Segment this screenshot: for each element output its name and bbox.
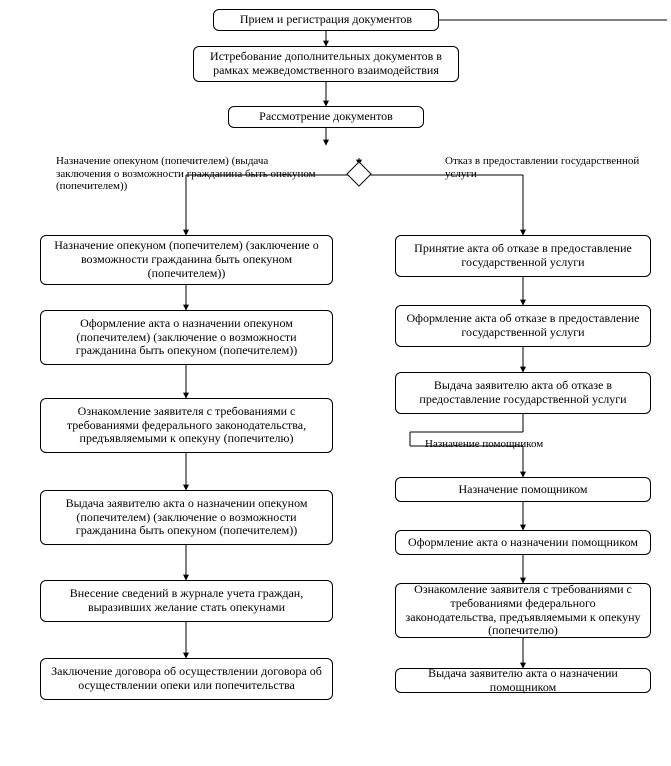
- flow-node: Оформление акта о назначении помощником: [395, 530, 651, 555]
- flow-node: Оформление акта о назначении опекуном (п…: [40, 310, 333, 365]
- flow-node: Выдача заявителю акта о назначении опеку…: [40, 490, 333, 545]
- flowchart-canvas: Прием и регистрация документов Истребован…: [0, 0, 671, 766]
- flow-node: Оформление акта об отказе в предоставлен…: [395, 305, 651, 347]
- flow-node: Заключение договора об осуществлении дог…: [40, 658, 333, 700]
- flow-node: Принятие акта об отказе в предоставление…: [395, 235, 651, 277]
- branch-label: Отказ в предоставлении государственной у…: [445, 155, 670, 171]
- flow-node: Ознакомление заявителя с требованиями с …: [40, 398, 333, 453]
- flow-node: Прием и регистрация документов: [213, 9, 439, 31]
- flow-node: Истребование дополнительных документов в…: [193, 46, 459, 82]
- branch-label: Назначение помощником: [425, 438, 605, 454]
- flow-node: Назначение опекуном (попечителем) (заклю…: [40, 235, 333, 285]
- flow-node: Выдача заявителю акта о назначении помощ…: [395, 668, 651, 693]
- flow-node: Ознакомление заявителя с требованиями с …: [395, 583, 651, 638]
- flow-node: Рассмотрение документов: [228, 106, 424, 128]
- branch-label: Назначение опекуном (попечителем) (выдач…: [56, 155, 326, 200]
- flow-node: Внесение сведений в журнале учета гражда…: [40, 580, 333, 622]
- flow-node: Выдача заявителю акта об отказе в предос…: [395, 372, 651, 414]
- decision-diamond: [346, 161, 371, 186]
- flow-node: Назначение помощником: [395, 477, 651, 502]
